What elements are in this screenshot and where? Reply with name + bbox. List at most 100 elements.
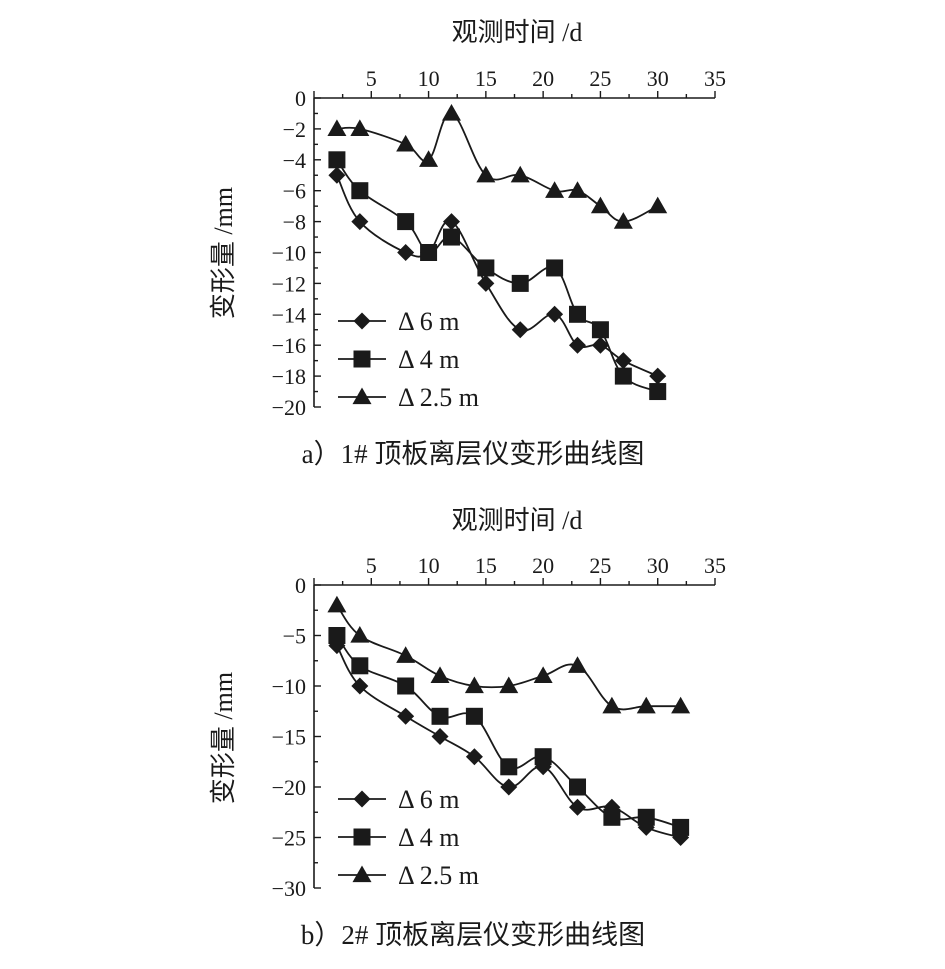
x-tick-label: 5: [366, 66, 377, 91]
legend-label: Δ 4 m: [398, 823, 460, 852]
data-point-square: [511, 274, 529, 292]
data-point-square: [649, 383, 667, 401]
data-point-triangle: [648, 196, 668, 214]
data-point-square: [351, 182, 369, 200]
data-point-diamond: [569, 798, 587, 816]
legend-label: Δ 6 m: [398, 785, 460, 814]
y-tick-label: −20: [272, 775, 306, 800]
data-point-square: [328, 627, 346, 644]
data-point-triangle: [671, 696, 691, 714]
legend-marker-diamond: [353, 312, 371, 330]
data-point-square: [351, 657, 369, 675]
data-point-diamond: [511, 321, 529, 339]
y-tick-label: −15: [272, 725, 306, 750]
legend-marker-diamond: [353, 790, 371, 808]
series-line-square: [336, 634, 681, 829]
data-point-diamond: [442, 213, 460, 231]
y-tick-label: −5: [283, 624, 306, 649]
data-point-triangle: [636, 696, 656, 714]
legend-label: Δ 2.5 m: [398, 383, 479, 412]
chart-caption: b）2# 顶板离层仪变形曲线图: [301, 920, 645, 950]
data-point-triangle: [545, 181, 565, 198]
data-point-square: [603, 808, 621, 826]
series-line-triangle: [336, 604, 681, 711]
y-tick-label: −10: [272, 241, 306, 266]
data-point-triangle: [396, 134, 416, 152]
y-tick-label: −8: [283, 210, 306, 235]
y-tick-label: 0: [295, 573, 306, 598]
y-tick-label: −6: [283, 179, 306, 204]
data-point-diamond: [569, 336, 587, 354]
legend-label: Δ 4 m: [398, 345, 460, 374]
data-point-triangle: [613, 212, 633, 229]
data-point-square: [569, 305, 587, 323]
data-point-diamond: [649, 367, 667, 385]
x-axis-title: 观测时间 /d: [452, 18, 583, 47]
chart-panel-b: 观测时间 /d 变形量 /mm b）2# 顶板离层仪变形曲线图 5 10 15 20 2…: [209, 506, 726, 950]
data-point-diamond: [614, 352, 632, 370]
data-point-triangle: [430, 666, 450, 684]
x-tick-label: 20: [532, 553, 554, 578]
y-tick-label: −20: [272, 395, 306, 420]
x-tick-label: 10: [418, 553, 440, 578]
data-point-triangle: [441, 103, 461, 121]
y-axis-title: 变形量 /mm: [209, 672, 238, 804]
data-point-diamond: [546, 305, 564, 323]
y-tick-label: −12: [272, 271, 306, 296]
x-tick-label: 30: [647, 553, 669, 578]
data-point-triangle: [476, 165, 496, 183]
y-tick-label: −25: [272, 826, 306, 851]
series-line-diamond: [336, 645, 681, 839]
data-point-diamond: [500, 778, 518, 796]
data-point-square: [672, 818, 690, 836]
series-line-triangle: [336, 112, 659, 223]
chart-panel-a: 观测时间 /d 变形量 /mm a）1# 顶板离层仪变形曲线图 5 10 15 20 2…: [209, 18, 726, 469]
data-point-triangle: [327, 595, 347, 613]
data-point-triangle: [499, 676, 519, 694]
y-tick-label: −10: [272, 674, 306, 699]
data-point-triangle: [602, 696, 622, 714]
data-point-square: [500, 758, 518, 776]
data-point-square: [569, 778, 587, 796]
legend-marker-triangle: [352, 387, 372, 405]
data-point-triangle: [568, 656, 588, 673]
y-tick-label: −30: [272, 876, 306, 901]
data-point-triangle: [327, 119, 347, 137]
y-tick-label: −4: [283, 148, 306, 173]
data-point-triangle: [533, 666, 553, 684]
data-point-square: [397, 213, 415, 231]
x-tick-label: 20: [532, 66, 554, 91]
data-point-square: [591, 321, 609, 339]
data-point-diamond: [465, 748, 483, 766]
legend-label: Δ 6 m: [398, 307, 460, 336]
x-axis-title: 观测时间 /d: [452, 506, 583, 535]
data-point-triangle: [510, 165, 530, 183]
data-point-square: [397, 677, 415, 695]
data-point-diamond: [431, 728, 449, 745]
y-tick-label: −18: [272, 364, 306, 389]
data-point-triangle: [350, 119, 370, 137]
x-tick-label: 30: [647, 66, 669, 91]
x-tick-label: 25: [589, 553, 611, 578]
data-point-triangle: [590, 196, 610, 214]
y-axis-title: 变形量 /mm: [209, 187, 238, 319]
data-point-diamond: [351, 213, 369, 231]
data-point-triangle: [464, 676, 484, 694]
y-tick-label: −14: [272, 302, 306, 327]
x-tick-label: 35: [704, 66, 726, 91]
x-tick-label: 25: [589, 66, 611, 91]
data-point-diamond: [591, 336, 609, 354]
y-tick-label: 0: [295, 86, 306, 111]
x-tick-label: 35: [704, 553, 726, 578]
data-point-square: [477, 259, 495, 277]
y-tick-label: −2: [283, 117, 306, 142]
data-point-square: [614, 367, 632, 385]
y-tick-label: −16: [272, 333, 306, 358]
data-point-square: [328, 151, 346, 169]
legend-marker-square: [353, 350, 371, 368]
data-point-triangle: [396, 646, 416, 663]
x-tick-label: 5: [366, 553, 377, 578]
series-line-square: [336, 159, 659, 393]
data-point-square: [534, 748, 552, 766]
data-point-square: [637, 808, 655, 826]
